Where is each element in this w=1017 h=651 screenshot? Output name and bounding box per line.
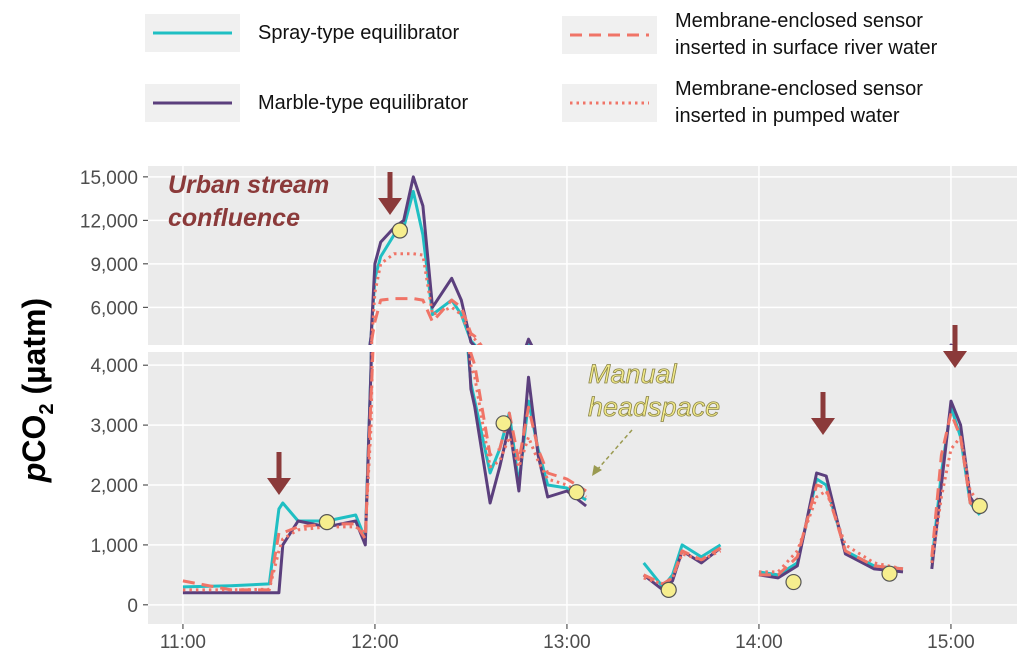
legend-key	[562, 84, 657, 122]
legend-item: Spray-type equilibrator	[145, 14, 459, 52]
annotation-arrow	[596, 429, 633, 471]
y-label-part: p	[16, 463, 52, 484]
y-tick-label: 6,000	[90, 298, 138, 319]
series-line	[368, 189, 952, 345]
headspace-point	[785, 573, 802, 591]
y-tick-label: 4,000	[90, 356, 138, 377]
legend-item: Membrane-enclosed sensor inserted in sur…	[562, 8, 1002, 62]
annotation-line: headspace	[588, 392, 720, 422]
series-line	[368, 175, 954, 345]
y-tick-label: 1,000	[90, 536, 138, 557]
headspace-point	[495, 415, 512, 432]
y-tick-label: 0	[127, 596, 138, 617]
legend-key	[145, 84, 240, 122]
arrows	[267, 172, 967, 495]
legend-key	[562, 16, 657, 54]
legend-label: Membrane-enclosed sensor inserted in sur…	[675, 10, 938, 59]
y-label-part: CO	[16, 415, 52, 463]
annotation-line: confluence	[168, 204, 300, 232]
x-tick-label: 14:00	[735, 632, 783, 651]
legend-label: Membrane-enclosed sensor inserted in pum…	[675, 78, 923, 127]
x-tick-label: 15:00	[927, 632, 975, 651]
y-tick-label: 15,000	[80, 168, 138, 189]
annotation-line: Urban stream	[168, 171, 329, 199]
y-tick-label: 2,000	[90, 476, 138, 497]
x-tick-label: 12:00	[351, 632, 399, 651]
headspace-point	[391, 222, 409, 239]
series-line	[182, 352, 981, 589]
legend-key	[145, 14, 240, 52]
y-axis-label: pCO2 (µatm)	[16, 298, 58, 483]
series-line	[369, 297, 530, 345]
x-tick-label: 13:00	[543, 632, 591, 651]
annotation: Manual headspace	[588, 359, 720, 422]
annotation-line: Manual	[588, 359, 678, 389]
headspace-point	[318, 514, 336, 531]
y-tick-label: 9,000	[90, 255, 138, 276]
x-tick-label: 11:00	[160, 632, 206, 651]
headspace-point	[660, 581, 677, 598]
headspace-point	[568, 484, 585, 501]
panel-upper	[148, 166, 1017, 345]
headspace-point	[971, 497, 988, 515]
legend-label: Spray-type equilibrator	[258, 21, 460, 44]
legend-label: Marble-type equilibrator	[258, 91, 469, 114]
legend-item: Marble-type equilibrator	[145, 84, 468, 122]
y-label-part: 2	[36, 403, 58, 414]
annotation-arrowhead	[592, 465, 602, 476]
y-tick-label: 12,000	[80, 211, 138, 232]
y-label-part: (µatm)	[16, 298, 52, 404]
headspace-point	[881, 565, 898, 582]
legend-item: Membrane-enclosed sensor inserted in pum…	[562, 76, 1002, 130]
annotation: Urban stream confluence	[168, 171, 329, 232]
y-tick-label: 3,000	[90, 416, 138, 437]
